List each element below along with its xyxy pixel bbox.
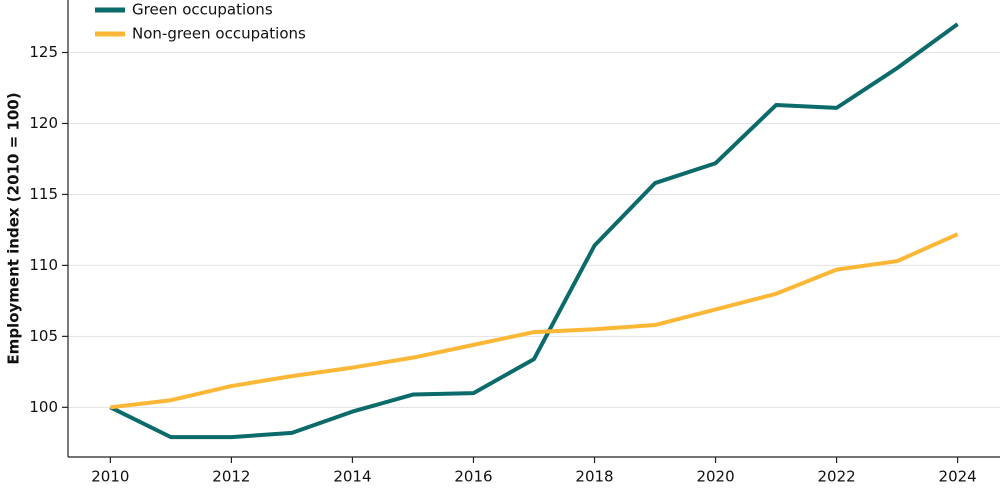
- x-tick-label: 2018: [575, 468, 613, 486]
- line-series: [109, 22, 959, 440]
- x-tick-label: 2020: [696, 468, 734, 486]
- x-tick-label: 2010: [91, 468, 129, 486]
- x-tick-label: 2024: [939, 468, 977, 486]
- legend-label: Non-green occupations: [132, 25, 306, 43]
- y-tick-label: 115: [29, 185, 58, 203]
- y-tick-label: 110: [29, 256, 58, 274]
- y-tick-label: 100: [29, 398, 58, 416]
- line-series: [110, 232, 959, 410]
- x-tick-label: 2022: [818, 468, 856, 486]
- y-axis-label: Employment index (2010 = 100): [5, 92, 23, 364]
- y-tick-label: 105: [29, 327, 58, 345]
- y-tick-label: 125: [29, 43, 58, 61]
- x-tick-label: 2012: [212, 468, 250, 486]
- x-tick-label: 2014: [333, 468, 371, 486]
- x-tick-label: 2016: [454, 468, 492, 486]
- legend-label: Green occupations: [132, 1, 273, 19]
- y-tick-label: 120: [29, 114, 58, 132]
